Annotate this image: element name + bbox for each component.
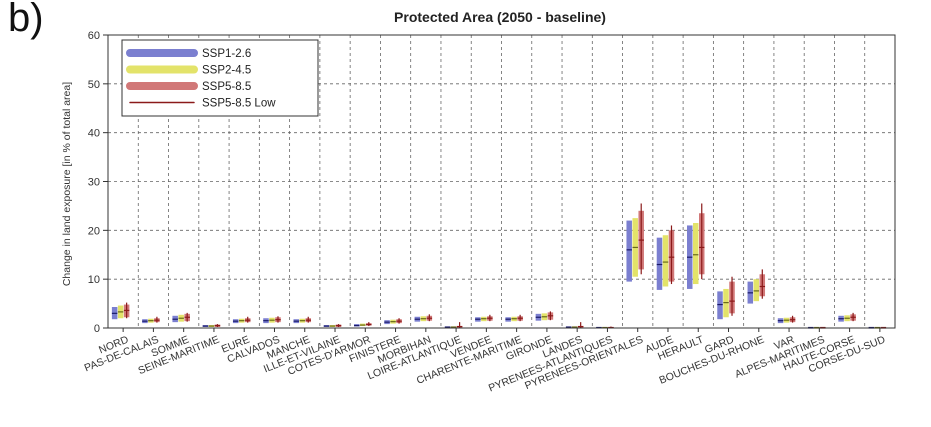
range-bar (693, 223, 699, 285)
y-tick-label: 20 (88, 225, 100, 237)
y-tick-label: 10 (88, 274, 100, 286)
legend: SSP1-2.6 SSP2-4.5 SSP5-8.5 SSP5-8.5 Low (121, 39, 319, 117)
range-bar (626, 220, 632, 282)
legend-entry: SSP2-4.5 (202, 65, 251, 77)
legend-entry: SSP1-2.6 (202, 48, 251, 60)
y-tick-label: 30 (88, 177, 100, 189)
range-bar (662, 235, 669, 287)
panel-label: b) (8, 0, 44, 40)
legend-entry: SSP5-8.5 (202, 81, 251, 93)
y-axis-label: Change in land exposure [in % of total a… (61, 82, 73, 286)
legend-entry: SSP5-8.5 Low (202, 98, 276, 110)
range-bar (656, 237, 663, 290)
bar-layer (111, 203, 887, 329)
y-tick-label: 0 (94, 323, 100, 335)
range-bar (717, 291, 723, 320)
range-bar (753, 279, 760, 302)
y-tick-label: 50 (88, 79, 100, 91)
chart-title: Protected Area (2050 - baseline) (394, 9, 606, 25)
y-tick-label: 60 (88, 30, 100, 42)
y-tick-label: 40 (88, 128, 100, 140)
